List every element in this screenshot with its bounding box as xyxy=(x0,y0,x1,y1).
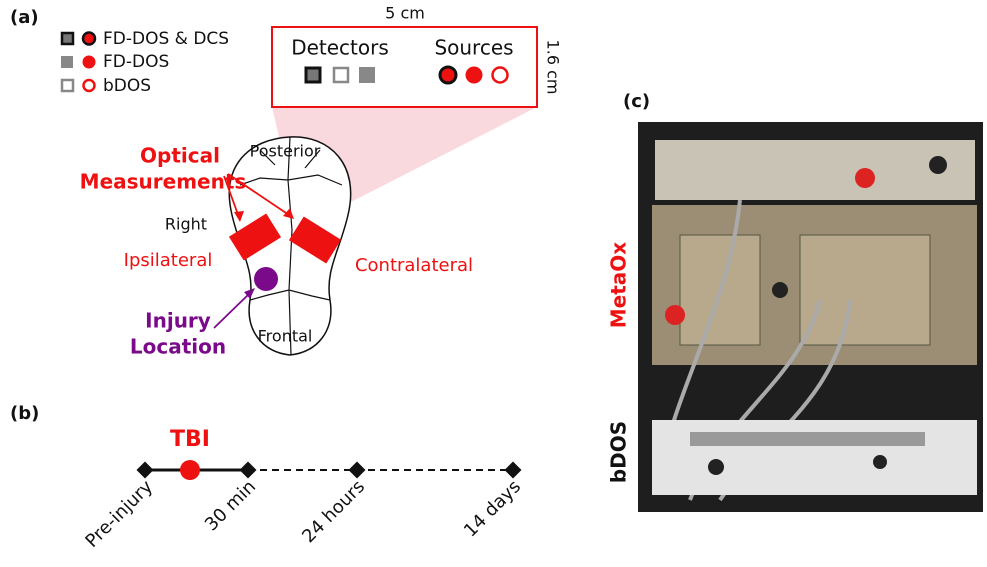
event-marker xyxy=(180,460,200,480)
stop-button xyxy=(855,168,875,188)
bdos-unit xyxy=(652,420,977,495)
legend-swatch xyxy=(62,33,73,44)
device-label: bDOS xyxy=(607,421,631,483)
arrow xyxy=(214,292,251,328)
panel-label: (c) xyxy=(623,91,650,112)
annotation: Contralateral xyxy=(355,255,473,276)
connector xyxy=(708,459,724,475)
annotation: Frontal xyxy=(258,327,313,346)
annotation: Posterior xyxy=(250,142,321,161)
knob xyxy=(929,156,947,174)
annotation: Optical xyxy=(140,144,220,168)
annotation: Location xyxy=(130,335,226,359)
legend-swatch xyxy=(62,80,73,91)
connector xyxy=(873,455,887,469)
event-label: TBI xyxy=(170,427,210,452)
timepoint-label: 24 hours xyxy=(298,476,369,547)
legend: FD-DOS & DCS FD-DOS bDOS xyxy=(61,29,229,96)
probe-width: 5 cm xyxy=(385,4,425,23)
instrument-panel xyxy=(655,140,975,200)
detector xyxy=(334,68,348,82)
timepoint-marker xyxy=(349,462,366,479)
legend-swatch xyxy=(83,56,96,69)
knob xyxy=(772,282,788,298)
probe-height: 1.6 cm xyxy=(544,40,563,95)
legend-label: FD-DOS & DCS xyxy=(103,29,229,49)
device-label: MetaOx xyxy=(607,242,631,329)
figure: (a) FD-DOS & DCS FD-DOS bDOS 5 cm 1.6 cm… xyxy=(0,0,987,567)
timepoint-label: 14 days xyxy=(460,476,525,541)
sources-label: Sources xyxy=(434,36,513,60)
stop-button xyxy=(665,305,685,325)
timepoint-label: 30 min xyxy=(201,476,260,535)
vent xyxy=(690,432,925,446)
legend-label: bDOS xyxy=(103,76,151,96)
panel-label: (b) xyxy=(10,403,39,424)
timepoint-marker xyxy=(505,462,522,479)
panel-label: (a) xyxy=(10,7,39,28)
injury-site xyxy=(254,267,278,291)
source xyxy=(440,67,456,83)
detector xyxy=(359,67,375,83)
legend-swatch xyxy=(61,56,73,68)
annotation: Injury xyxy=(145,309,211,333)
timepoint-label: Pre-injury xyxy=(81,476,157,552)
legend-label: FD-DOS xyxy=(103,52,169,72)
legend-swatch xyxy=(84,80,95,91)
annotation: Measurements xyxy=(80,170,247,194)
annotation: Ipsilateral xyxy=(124,250,213,271)
detectors-label: Detectors xyxy=(291,36,389,60)
annotation: Right xyxy=(165,215,207,234)
detector xyxy=(306,68,320,82)
source xyxy=(493,68,508,83)
timepoint-marker xyxy=(240,462,257,479)
subpanel xyxy=(800,235,930,345)
photo xyxy=(638,122,983,512)
timepoint-marker xyxy=(137,462,154,479)
legend-swatch xyxy=(83,33,95,45)
source xyxy=(466,67,483,84)
